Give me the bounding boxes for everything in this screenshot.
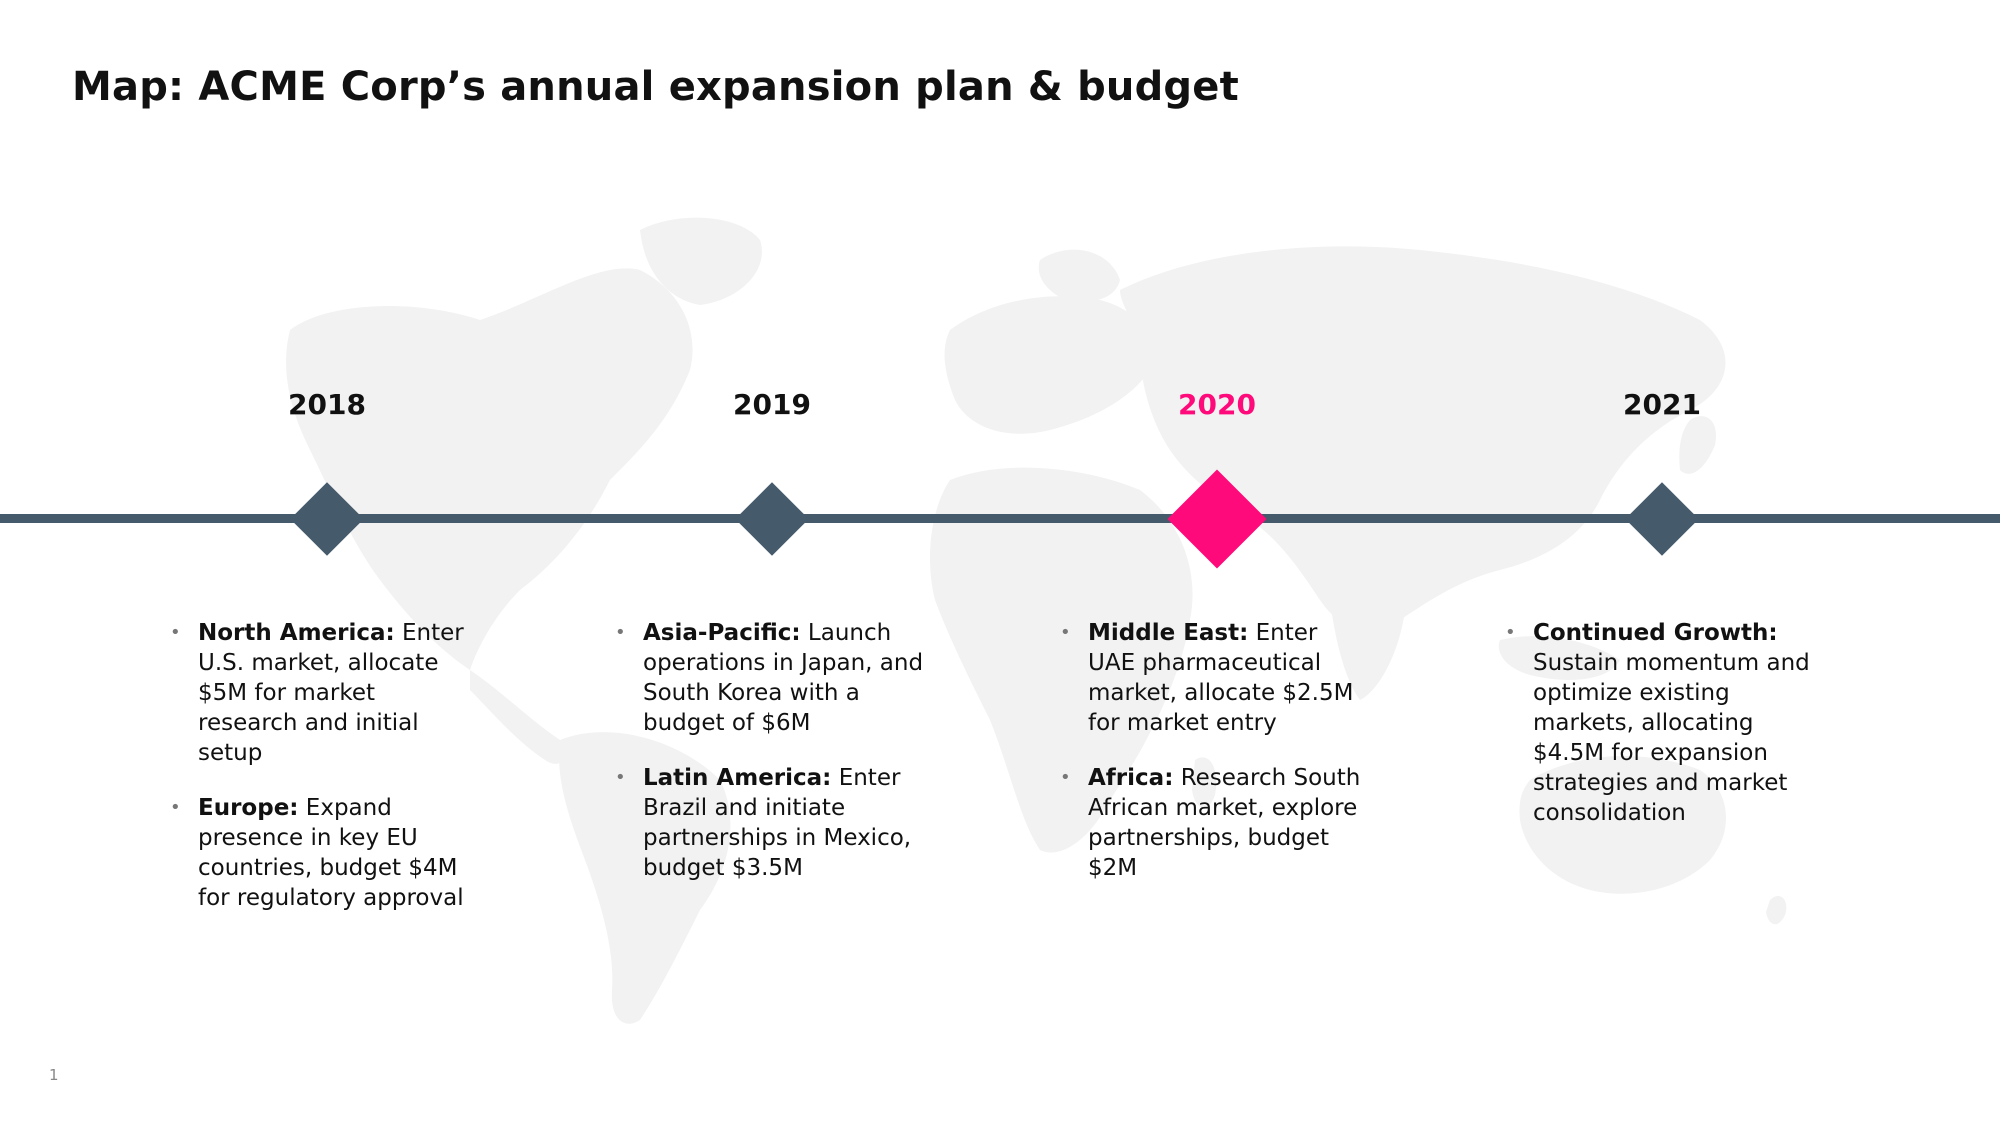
column-2021: • Continued Growth: Sustain momentum and… (1505, 618, 1815, 853)
list-item: • Europe: Expand presence in key EU coun… (170, 793, 480, 913)
bullet-icon: • (170, 622, 181, 643)
bullet-icon: • (615, 767, 626, 788)
column-2020: • Middle East: Enter UAE pharmaceutical … (1060, 618, 1370, 908)
item-text: Launch operations in Japan, and South Ko… (643, 620, 924, 736)
item-heading: Continued Growth: (1533, 620, 1778, 646)
bullet-icon: • (615, 622, 626, 643)
bullet-icon: • (1060, 622, 1071, 643)
slide-title: Map: ACME Corp’s annual expansion plan &… (72, 64, 1239, 110)
column-2018: • North America: Enter U.S. market, allo… (170, 618, 480, 938)
year-label-2019: 2019 (733, 388, 811, 421)
list-item: • Asia-Pacific: Launch operations in Jap… (615, 618, 925, 738)
column-2019: • Asia-Pacific: Launch operations in Jap… (615, 618, 925, 908)
item-heading: Latin America: (643, 765, 832, 791)
item-text: Enter U.S. market, allocate $5M for mark… (198, 620, 464, 766)
item-text: Sustain momentum and optimize existing m… (1533, 650, 1810, 826)
list-item: • Africa: Research South African market,… (1060, 763, 1370, 883)
item-heading: Asia-Pacific: (643, 620, 801, 646)
list-item: • North America: Enter U.S. market, allo… (170, 618, 480, 768)
timeline-line (0, 514, 2000, 523)
year-label-2020: 2020 (1178, 388, 1256, 421)
item-text: Expand presence in key EU countries, bud… (198, 795, 464, 911)
bullet-icon: • (1505, 622, 1516, 643)
bullet-icon: • (170, 797, 181, 818)
list-item: • Latin America: Enter Brazil and initia… (615, 763, 925, 883)
list-item: • Continued Growth: Sustain momentum and… (1505, 618, 1815, 828)
item-text: Enter UAE pharmaceutical market, allocat… (1088, 620, 1354, 736)
list-item: • Middle East: Enter UAE pharmaceutical … (1060, 618, 1370, 738)
item-text: Research South African market, explore p… (1088, 765, 1361, 881)
year-label-2018: 2018 (288, 388, 366, 421)
page-number: 1 (49, 1066, 59, 1084)
item-heading: Africa: (1088, 765, 1174, 791)
item-heading: Middle East: (1088, 620, 1249, 646)
bullet-icon: • (1060, 767, 1071, 788)
item-text: Enter Brazil and initiate partnerships i… (643, 765, 912, 881)
item-heading: Europe: (198, 795, 299, 821)
year-label-2021: 2021 (1623, 388, 1701, 421)
item-heading: North America: (198, 620, 395, 646)
